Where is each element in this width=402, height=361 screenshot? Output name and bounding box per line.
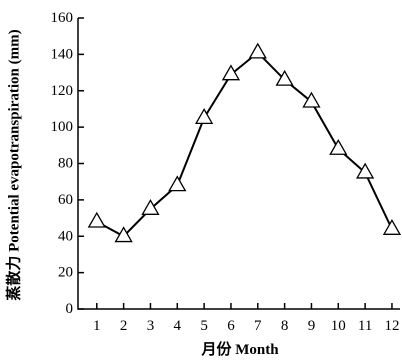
series-line bbox=[96, 51, 393, 238]
x-tick-label: 11 bbox=[358, 318, 372, 334]
x-tick-label: 3 bbox=[147, 318, 155, 334]
y-tick-label: 160 bbox=[51, 10, 74, 26]
y-tick-label: 60 bbox=[58, 192, 73, 208]
data-point-month-2 bbox=[114, 226, 133, 243]
x-tick-label: 12 bbox=[384, 318, 399, 334]
x-tick-label: 8 bbox=[281, 318, 289, 334]
x-axis-label: 月份 Month bbox=[200, 340, 279, 358]
y-tick-label: 120 bbox=[51, 83, 74, 99]
data-point-month-9 bbox=[302, 91, 321, 108]
y-tick-label: 0 bbox=[66, 301, 74, 317]
data-point-month-6 bbox=[221, 64, 241, 81]
data-point-month-3 bbox=[141, 198, 160, 215]
y-tick-label: 80 bbox=[58, 156, 73, 172]
x-axis-ticks: 1 2 3 4 5 6 7 8 9 10 11 12 bbox=[93, 303, 399, 334]
x-tick-label: 9 bbox=[308, 318, 316, 334]
series-layer bbox=[87, 42, 402, 243]
y-axis-label: 蒸散力 Potential evapotranspiration (mm) bbox=[4, 29, 22, 300]
y-tick-label: 140 bbox=[51, 46, 74, 62]
axis-frame bbox=[77, 18, 400, 310]
data-point-month-5 bbox=[194, 108, 214, 125]
data-point-month-12 bbox=[382, 218, 402, 235]
y-tick-label: 100 bbox=[51, 119, 74, 135]
x-tick-label: 7 bbox=[254, 318, 262, 334]
x-tick-label: 6 bbox=[227, 318, 235, 334]
x-tick-label: 1 bbox=[93, 318, 101, 334]
x-tick-label: 5 bbox=[200, 318, 208, 334]
data-point-month-8 bbox=[275, 69, 294, 86]
data-point-month-1 bbox=[87, 211, 106, 228]
x-tick-label: 4 bbox=[174, 318, 182, 334]
x-tick-label: 10 bbox=[331, 318, 346, 334]
y-tick-label: 40 bbox=[58, 228, 73, 244]
y-axis-ticks: 0 20 40 60 80 100 120 140 160 bbox=[51, 10, 84, 317]
data-point-month-7 bbox=[248, 42, 267, 59]
axes bbox=[77, 18, 400, 310]
x-tick-label: 2 bbox=[120, 318, 128, 334]
y-tick-label: 20 bbox=[58, 265, 73, 281]
data-point-month-11 bbox=[355, 162, 375, 179]
data-point-month-4 bbox=[168, 175, 187, 192]
data-point-month-10 bbox=[329, 138, 348, 155]
